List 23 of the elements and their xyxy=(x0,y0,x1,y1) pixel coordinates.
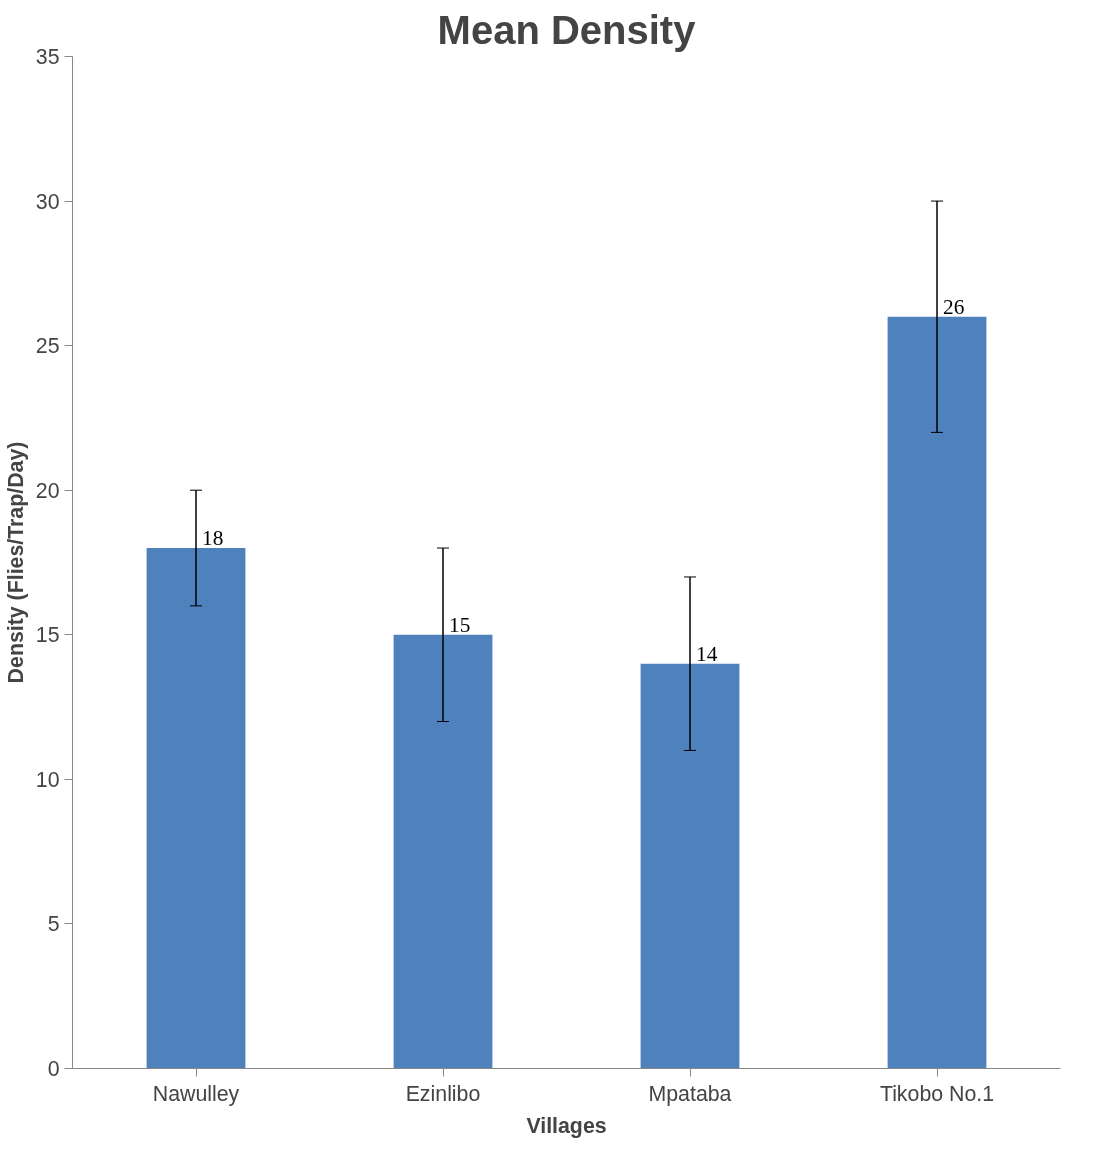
x-tick-label: Ezinlibo xyxy=(405,1081,481,1106)
y-tick-label: 25 xyxy=(35,334,60,359)
data-label: 26 xyxy=(943,294,965,319)
data-label: 14 xyxy=(696,641,718,666)
data-label: 15 xyxy=(449,612,471,637)
x-axis-title: Villages xyxy=(526,1113,607,1138)
y-tick-label: 20 xyxy=(35,478,60,503)
bar xyxy=(887,316,987,1069)
x-tick-label: Nawulley xyxy=(152,1081,240,1106)
x-tick-label: Mpataba xyxy=(648,1081,732,1106)
bar xyxy=(146,548,246,1069)
y-tick-label: 15 xyxy=(35,623,60,648)
x-tick-label: Tikobo No.1 xyxy=(879,1081,995,1106)
y-tick-label: 0 xyxy=(47,1057,60,1081)
bar xyxy=(640,663,740,1069)
y-tick-label: 30 xyxy=(35,189,60,214)
y-tick-label: 35 xyxy=(35,45,60,69)
y-axis-title: Density (Flies/Trap/Day) xyxy=(3,441,28,684)
bar xyxy=(393,634,493,1069)
chart-title: Mean Density xyxy=(437,7,697,52)
y-tick-label: 10 xyxy=(35,767,60,792)
data-label: 18 xyxy=(202,526,224,551)
y-tick-label: 5 xyxy=(47,912,60,937)
